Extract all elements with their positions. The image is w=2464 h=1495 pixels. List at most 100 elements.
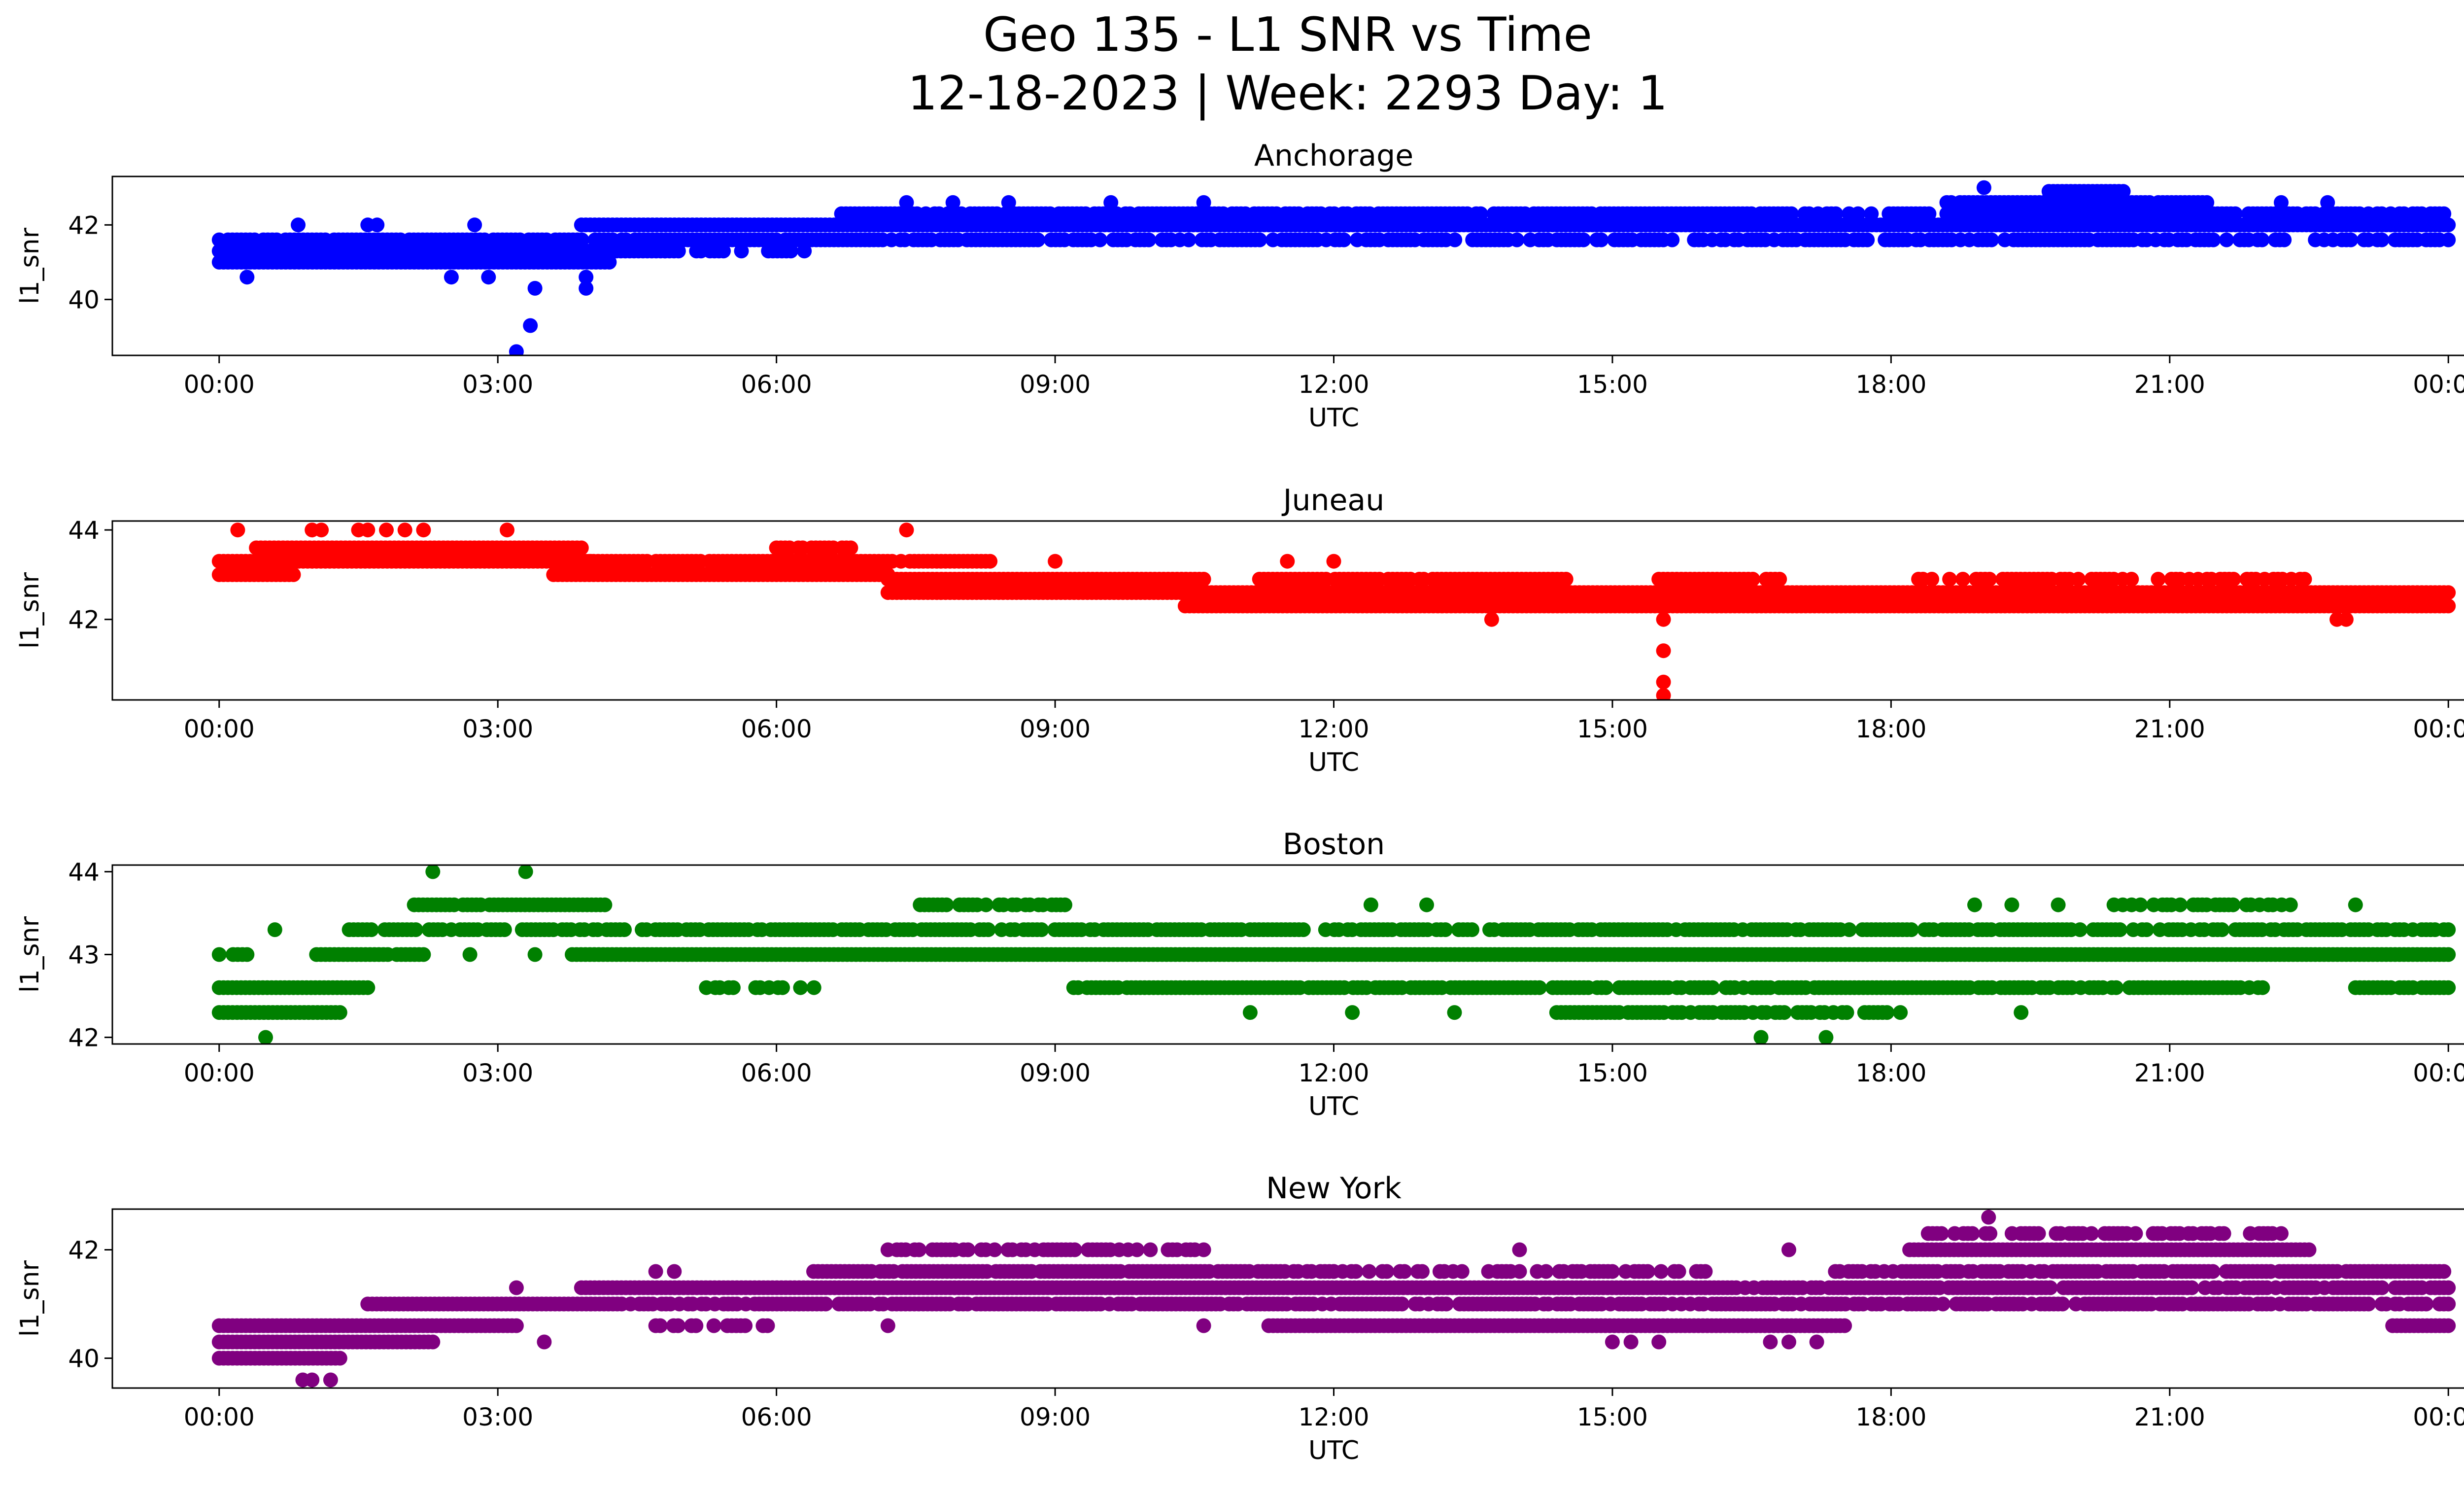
data-point [211,947,227,962]
data-point [1438,922,1453,938]
data-point [597,897,613,912]
subplot-title: Anchorage [1254,139,1413,173]
scatter-band [574,217,2456,233]
data-point [725,980,741,995]
y-axis-label: l1_snr [15,227,45,304]
data-point [1030,232,1046,247]
data-point [332,1351,347,1366]
data-point [1982,572,1997,587]
data-point [1048,554,1063,569]
x-tick-label: 15:00 [1577,715,1648,743]
data-point [523,318,538,333]
data-point [2124,572,2139,587]
data-point [2441,217,2456,233]
data-point [899,522,914,538]
x-tick-label: 03:00 [462,1059,533,1087]
data-point [2227,206,2243,221]
scatter-band [913,897,1072,912]
scatter-band [699,980,821,995]
data-point [2348,897,2363,912]
data-point [2297,572,2312,587]
x-tick-label: 00:00 [184,715,255,743]
scatter-band [211,980,376,995]
scatter-band [211,1005,347,1020]
data-point [444,270,459,285]
scatter-band [565,947,2456,962]
data-point [1439,1296,1454,1312]
data-point [2441,1318,2456,1333]
scatter-band [880,572,1211,587]
y-tick-label: 42 [68,211,100,240]
scatter-band [1066,980,2270,995]
data-point [2199,195,2215,210]
data-point [2436,206,2452,221]
scatter-band [657,243,812,259]
data-point [2014,1005,2029,1020]
data-point [2338,612,2354,627]
data-point [2139,922,2154,938]
data-point [978,897,993,912]
scatter-band [546,554,998,569]
data-point [379,522,394,538]
x-tick-label: 00:00 [2413,370,2464,399]
data-point [2441,232,2456,247]
data-point [1656,612,1671,627]
data-point [1842,922,1857,938]
x-tick-label: 21:00 [2134,715,2205,743]
data-point [734,243,749,259]
data-point [258,1030,273,1044]
data-point [2361,1296,2376,1312]
data-point [2441,980,2456,995]
data-point [527,947,543,962]
data-point [425,865,441,879]
scatter-band [583,1296,2456,1312]
data-point [1984,232,1999,247]
data-point [2255,232,2270,247]
data-point [617,922,632,938]
data-point [1753,1030,1769,1044]
figure-title-line2: 12-18-2023 | Week: 2293 Day: 1 [908,67,1668,121]
scatter-band [342,922,2456,938]
data-point [481,270,496,285]
data-point [2072,922,2088,938]
data-point [1818,1030,1834,1044]
data-point [518,865,533,879]
x-tick-label: 09:00 [1020,370,1091,399]
x-tick-label: 09:00 [1020,1059,1091,1087]
data-point [797,243,812,259]
x-tick-label: 03:00 [462,370,533,399]
data-point [2441,947,2456,962]
x-tick-label: 09:00 [1020,715,1091,743]
data-point [1103,195,1119,210]
data-point [1860,232,1875,247]
scatter-points [211,180,2456,355]
data-point [2441,598,2456,614]
data-point [2441,1296,2456,1312]
data-point [2320,195,2335,210]
x-tick-label: 06:00 [741,1059,812,1087]
figure-title-line1: Geo 135 - L1 SNR vs Time [983,8,1592,62]
data-point [1280,554,1295,569]
data-point [1509,232,1525,247]
data-point [230,522,245,538]
data-point [2226,572,2241,587]
data-point [1558,572,1574,587]
x-tick-label: 03:00 [462,715,533,743]
data-point [360,522,376,538]
data-point [818,1296,833,1312]
data-point [1532,980,1547,995]
data-point [2343,232,2359,247]
data-point [1594,232,1609,247]
data-point [2277,232,2292,247]
y-tick-label: 44 [68,516,100,545]
data-point [1924,572,1940,587]
data-point [1839,1005,1854,1020]
data-point [1181,232,1197,247]
data-point [1665,232,1680,247]
data-point [240,270,255,285]
x-tick-label: 21:00 [2134,1059,2205,1087]
scatter-band [834,206,2452,221]
y-tick-label: 43 [68,941,100,970]
scatter-band [1549,1005,1908,1020]
data-point [509,1318,524,1333]
